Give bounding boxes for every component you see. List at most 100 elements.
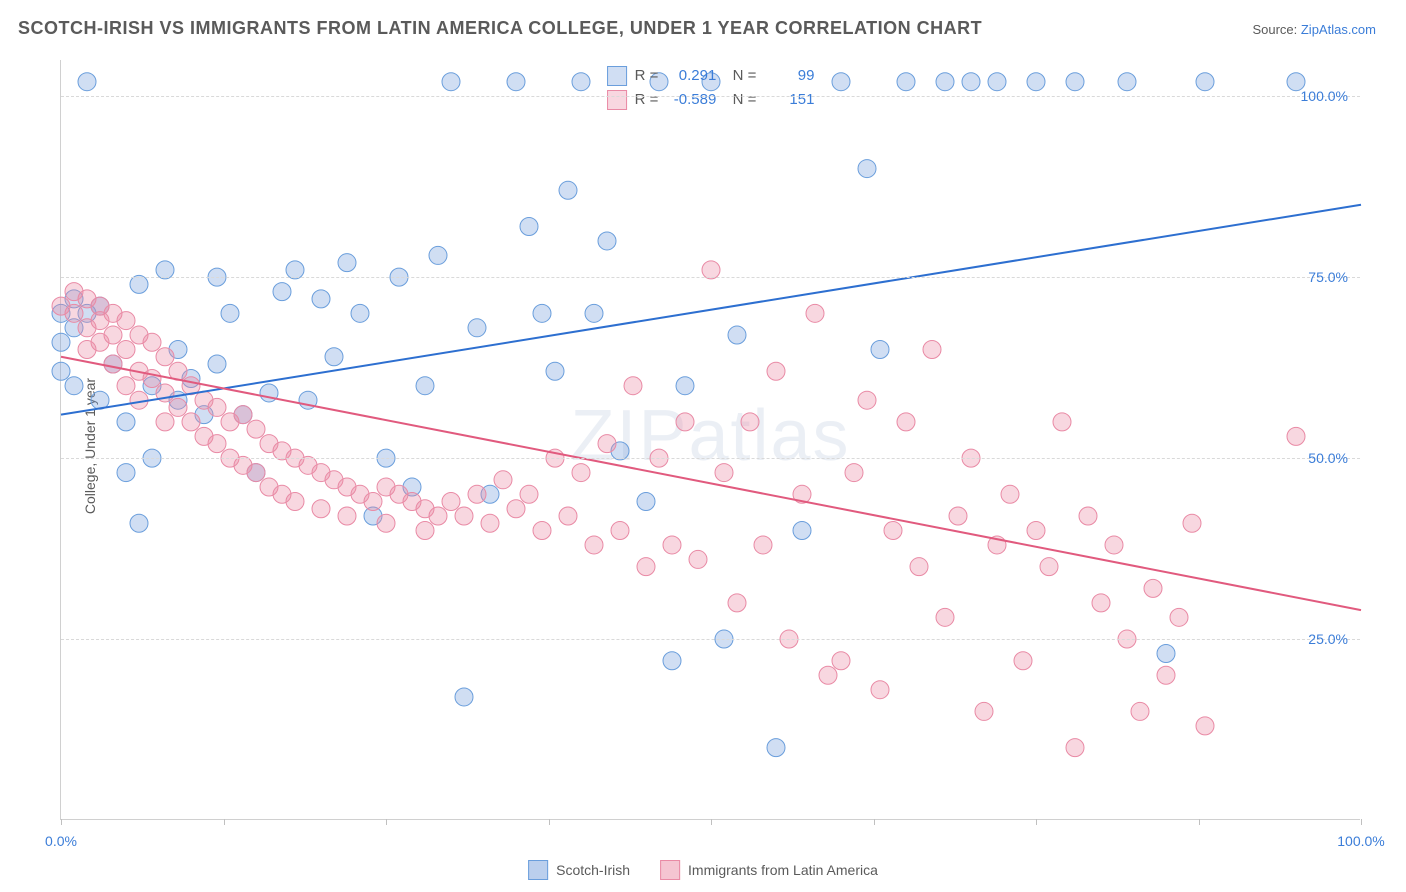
scatter-point — [429, 507, 447, 525]
scatter-point — [455, 507, 473, 525]
scatter-point — [572, 464, 590, 482]
scatter-point — [598, 435, 616, 453]
scatter-point — [689, 550, 707, 568]
regression-line — [61, 357, 1361, 610]
scatter-point — [468, 319, 486, 337]
gridline-h — [61, 639, 1360, 640]
scatter-point — [936, 608, 954, 626]
xtick-mark — [61, 819, 62, 825]
scatter-point — [897, 413, 915, 431]
scatter-point — [364, 493, 382, 511]
stat-r-value-0: 0.291 — [666, 64, 716, 88]
scatter-point — [234, 406, 252, 424]
scatter-point — [559, 507, 577, 525]
xtick-mark — [1199, 819, 1200, 825]
scatter-point — [1079, 507, 1097, 525]
stat-n-value-1: 151 — [764, 88, 814, 112]
scatter-point — [988, 73, 1006, 91]
scatter-point — [1144, 579, 1162, 597]
scatter-point — [975, 702, 993, 720]
scatter-point — [169, 398, 187, 416]
scatter-point — [819, 666, 837, 684]
gridline-h — [61, 458, 1360, 459]
scatter-point — [117, 312, 135, 330]
scatter-point — [871, 681, 889, 699]
scatter-point — [208, 398, 226, 416]
scatter-point — [65, 377, 83, 395]
scatter-point — [143, 333, 161, 351]
scatter-point — [585, 304, 603, 322]
source-link[interactable]: ZipAtlas.com — [1301, 22, 1376, 37]
scatter-point — [117, 464, 135, 482]
scatter-point — [312, 290, 330, 308]
scatter-point — [286, 493, 304, 511]
xtick-mark — [224, 819, 225, 825]
regression-line — [61, 205, 1361, 415]
scatter-point — [325, 348, 343, 366]
scatter-point — [351, 304, 369, 322]
scatter-point — [442, 493, 460, 511]
legend-swatch-0 — [528, 860, 548, 880]
scatter-point — [1027, 73, 1045, 91]
scatter-point — [52, 362, 70, 380]
scatter-point — [715, 464, 733, 482]
scatter-point — [338, 254, 356, 272]
scatter-point — [598, 232, 616, 250]
scatter-point — [533, 304, 551, 322]
scatter-point — [572, 73, 590, 91]
scatter-point — [65, 304, 83, 322]
scatter-point — [208, 355, 226, 373]
source-attribution: Source: ZipAtlas.com — [1252, 22, 1376, 37]
legend-item-1: Immigrants from Latin America — [660, 860, 878, 880]
xtick-mark — [874, 819, 875, 825]
scatter-point — [273, 283, 291, 301]
scatter-point — [117, 377, 135, 395]
swatch-series-1 — [607, 90, 627, 110]
ytick-label: 50.0% — [1308, 450, 1348, 466]
scatter-point — [1196, 73, 1214, 91]
stat-r-label: R = — [635, 64, 659, 88]
legend-label-1: Immigrants from Latin America — [688, 862, 878, 878]
stats-row-series-1: R = -0.589 N = 151 — [607, 88, 815, 112]
xtick-mark — [711, 819, 712, 825]
scatter-point — [728, 594, 746, 612]
scatter-point — [624, 377, 642, 395]
stats-legend: R = 0.291 N = 99 R = -0.589 N = 151 — [599, 60, 823, 116]
ytick-label: 100.0% — [1301, 88, 1348, 104]
scatter-point — [884, 521, 902, 539]
scatter-point — [1118, 73, 1136, 91]
scatter-point — [1105, 536, 1123, 554]
scatter-point — [754, 536, 772, 554]
scatter-point — [832, 652, 850, 670]
scatter-point — [949, 507, 967, 525]
scatter-point — [663, 652, 681, 670]
scatter-point — [611, 521, 629, 539]
scatter-point — [182, 413, 200, 431]
legend-swatch-1 — [660, 860, 680, 880]
scatter-point — [832, 73, 850, 91]
scatter-point — [507, 500, 525, 518]
scatter-point — [130, 514, 148, 532]
scatter-point — [806, 304, 824, 322]
scatter-point — [546, 362, 564, 380]
scatter-point — [858, 391, 876, 409]
scatter-point — [1053, 413, 1071, 431]
bottom-legend: Scotch-Irish Immigrants from Latin Ameri… — [528, 860, 878, 880]
plot-svg — [61, 60, 1360, 819]
scatter-point — [1183, 514, 1201, 532]
scatter-point — [156, 413, 174, 431]
scatter-point — [1157, 666, 1175, 684]
scatter-point — [1196, 717, 1214, 735]
scatter-point — [416, 521, 434, 539]
scatter-point — [676, 377, 694, 395]
scatter-point — [143, 369, 161, 387]
scatter-point — [1287, 427, 1305, 445]
chart-title: SCOTCH-IRISH VS IMMIGRANTS FROM LATIN AM… — [18, 18, 982, 39]
gridline-h — [61, 277, 1360, 278]
scatter-point — [845, 464, 863, 482]
stats-row-series-0: R = 0.291 N = 99 — [607, 64, 815, 88]
scatter-point — [767, 739, 785, 757]
scatter-point — [1066, 73, 1084, 91]
source-prefix: Source: — [1252, 22, 1300, 37]
scatter-point — [767, 362, 785, 380]
